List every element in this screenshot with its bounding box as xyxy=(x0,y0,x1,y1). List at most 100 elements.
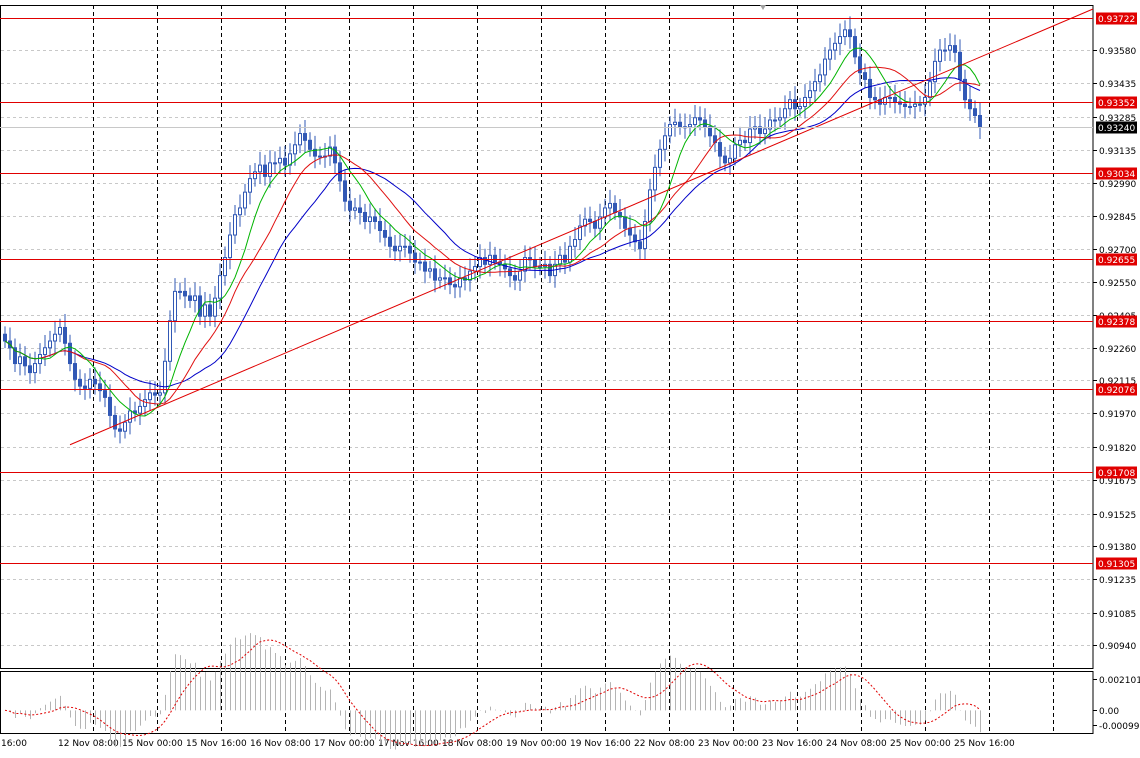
candle-body xyxy=(793,99,797,110)
candle-body xyxy=(183,290,187,297)
candle-body xyxy=(293,144,297,155)
candle-body xyxy=(23,356,27,367)
level-label: 0.93352 xyxy=(1098,99,1135,109)
candle-body xyxy=(948,45,952,51)
candle-body xyxy=(313,148,317,157)
candle-body xyxy=(583,218,587,227)
ma-blue-line xyxy=(4,77,981,388)
candle-body xyxy=(938,49,942,62)
candle-body xyxy=(483,257,487,265)
candle-body xyxy=(903,103,907,107)
x-tick-label: 18 Nov 08:00 xyxy=(442,739,503,749)
level-label-bg xyxy=(1096,315,1137,328)
candle-body xyxy=(373,216,377,222)
candle-body xyxy=(738,139,742,146)
current-price-label: 0.93240 xyxy=(1098,124,1135,134)
candle-body xyxy=(798,105,802,110)
candle-body xyxy=(858,56,862,74)
candle-body xyxy=(88,378,92,389)
candle-body xyxy=(168,320,172,362)
y-tick-label: 0.92260 xyxy=(1099,345,1136,355)
current-price-bg xyxy=(1096,121,1137,134)
candle-body xyxy=(843,29,847,38)
y-tick-label: 0.93135 xyxy=(1099,147,1136,157)
candle-body xyxy=(968,99,972,110)
y-tick-label: 0.93435 xyxy=(1099,80,1136,90)
candle-body xyxy=(383,230,387,238)
candle-body xyxy=(353,207,357,211)
y-tick-label: 0.91820 xyxy=(1099,444,1136,454)
y-tick-label: 0.91085 xyxy=(1099,610,1136,620)
candle-body xyxy=(848,29,852,38)
candle-body xyxy=(908,105,912,108)
candle-body xyxy=(158,392,162,396)
candle-body xyxy=(223,257,227,277)
candle-body xyxy=(303,133,307,141)
candle-body xyxy=(318,155,322,158)
candle-body xyxy=(943,49,947,52)
candle-body xyxy=(268,162,272,177)
candle-body xyxy=(433,268,437,281)
level-label-bg xyxy=(1096,96,1137,109)
candle-body xyxy=(208,304,212,317)
candle-body xyxy=(673,121,677,126)
candle-body xyxy=(518,270,522,281)
candle-body xyxy=(603,207,607,218)
osc-tick-label: -0.000993 xyxy=(1099,722,1140,732)
osc-tick-label: 0.00 xyxy=(1099,707,1119,717)
candle-body xyxy=(963,78,967,101)
candle-body xyxy=(928,81,932,98)
x-tick-label: 24 Nov 08:00 xyxy=(826,739,887,749)
level-label: 0.93722 xyxy=(1098,15,1135,25)
candle-body xyxy=(953,45,957,53)
level-label-bg xyxy=(1096,12,1137,25)
candle-body xyxy=(33,363,37,374)
candle-body xyxy=(203,304,207,317)
candle-body xyxy=(413,252,417,263)
y-tick-label: 0.92700 xyxy=(1099,246,1136,256)
candle-body xyxy=(533,259,537,268)
candle-body xyxy=(273,162,277,165)
candle-body xyxy=(388,236,392,247)
candle-body xyxy=(448,277,452,286)
level-label-bg xyxy=(1096,253,1137,266)
candle-body xyxy=(113,414,117,430)
x-tick-label: 19 Nov 16:00 xyxy=(570,739,631,749)
candle-body xyxy=(68,342,72,365)
x-tick-label: 15 Nov 00:00 xyxy=(122,739,183,749)
candle-body xyxy=(233,214,237,236)
candle-body xyxy=(913,103,917,107)
x-tick-label: 23 Nov 00:00 xyxy=(698,739,759,749)
candle-body xyxy=(888,96,892,99)
candle-body xyxy=(818,74,822,83)
candle-body xyxy=(188,295,192,301)
level-label-bg xyxy=(1096,383,1137,396)
candle-body xyxy=(823,58,827,76)
candle-body xyxy=(748,128,752,144)
candle-body xyxy=(493,254,497,263)
candle-body xyxy=(538,266,542,269)
candle-body xyxy=(298,133,302,146)
y-tick-label: 0.91970 xyxy=(1099,410,1136,420)
candle-body xyxy=(973,108,977,117)
candle-body xyxy=(418,261,422,264)
y-tick-label: 0.91380 xyxy=(1099,543,1136,553)
level-label-bg xyxy=(1096,167,1137,180)
y-tick-label: 0.91675 xyxy=(1099,477,1136,487)
x-tick-label: 17 Nov 00:00 xyxy=(314,739,375,749)
candle-body xyxy=(633,234,637,243)
candle-body xyxy=(863,72,867,80)
candle-body xyxy=(598,216,602,229)
candle-body xyxy=(173,290,177,322)
candle-body xyxy=(163,360,167,394)
candle-body xyxy=(258,164,262,173)
candle-body xyxy=(643,220,647,250)
candle-body xyxy=(978,115,982,128)
ma-red-line xyxy=(4,66,981,405)
x-tick-label: 25 Nov 00:00 xyxy=(890,739,951,749)
candle-body xyxy=(343,180,347,202)
candle-body xyxy=(153,392,157,396)
candle-body xyxy=(128,410,132,423)
